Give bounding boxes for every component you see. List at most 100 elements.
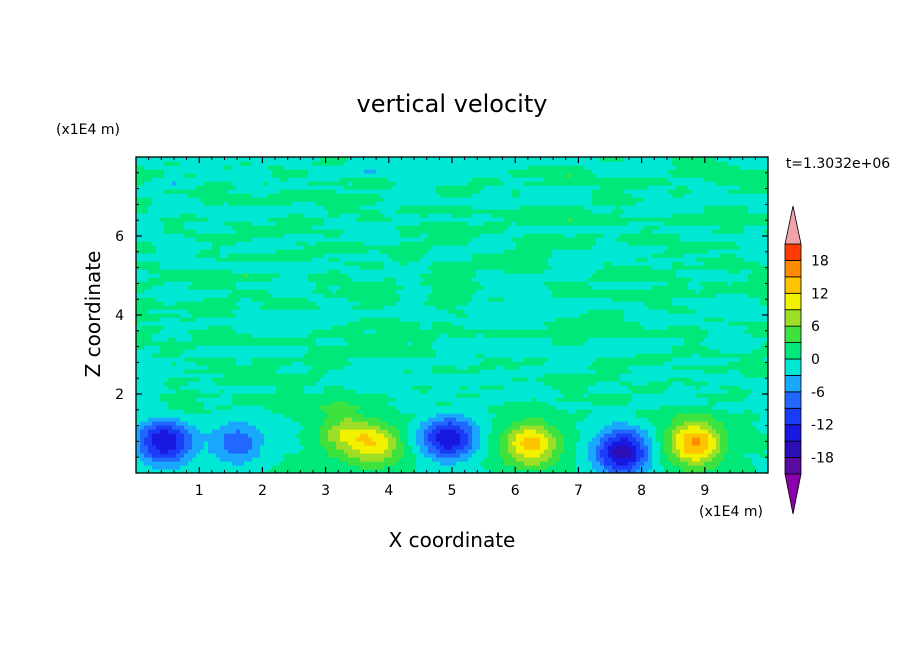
- field-cell: [208, 357, 213, 362]
- field-cell: [256, 365, 261, 370]
- field-cell: [532, 441, 537, 446]
- field-cell: [384, 441, 389, 446]
- field-cell: [588, 405, 593, 410]
- field-cell: [292, 469, 297, 473]
- field-cell: [760, 441, 765, 446]
- field-cell: [140, 445, 145, 450]
- field-cell: [380, 433, 385, 438]
- field-cell: [468, 369, 473, 374]
- field-cell: [708, 445, 713, 450]
- field-cell: [268, 465, 273, 470]
- field-cell: [180, 389, 185, 394]
- field-cell: [148, 453, 153, 458]
- field-cell: [272, 465, 277, 470]
- field-cell: [728, 389, 733, 394]
- field-cell: [420, 349, 425, 354]
- field-cell: [424, 361, 429, 366]
- field-cell: [504, 453, 509, 458]
- field-cell: [628, 393, 633, 398]
- field-cell: [472, 449, 477, 454]
- field-cell: [716, 405, 721, 410]
- field-cell: [556, 353, 561, 358]
- field-cell: [632, 409, 637, 414]
- field-cell: [676, 437, 681, 442]
- field-cell: [356, 361, 361, 366]
- field-cell: [628, 457, 633, 462]
- field-cell: [304, 413, 309, 418]
- field-cell: [728, 433, 733, 438]
- field-cell: [176, 405, 181, 410]
- field-cell: [480, 445, 485, 450]
- field-cell: [556, 349, 561, 354]
- field-cell: [296, 449, 301, 454]
- field-cell: [724, 453, 729, 458]
- field-cell: [372, 393, 377, 398]
- field-cell: [456, 357, 461, 362]
- field-cell: [732, 429, 737, 434]
- field-cell: [152, 461, 157, 466]
- field-cell: [564, 385, 569, 390]
- field-cell: [688, 389, 693, 394]
- field-cell: [180, 345, 185, 350]
- field-cell: [360, 429, 365, 434]
- field-cell: [292, 373, 297, 378]
- field-cell: [264, 457, 269, 462]
- field-cell: [312, 413, 317, 418]
- field-cell: [708, 389, 713, 394]
- field-cell: [236, 465, 241, 470]
- field-cell: [400, 413, 405, 418]
- field-cell: [324, 349, 329, 354]
- field-cell: [640, 361, 645, 366]
- field-cell: [356, 405, 361, 410]
- field-cell: [320, 393, 325, 398]
- field-cell: [180, 413, 185, 418]
- field-cell: [288, 397, 293, 402]
- field-cell: [512, 457, 517, 462]
- field-cell: [320, 365, 325, 370]
- field-cell: [540, 449, 545, 454]
- field-cell: [404, 409, 409, 414]
- field-cell: [540, 429, 545, 434]
- field-cell: [148, 417, 153, 422]
- field-cell: [456, 393, 461, 398]
- field-cell: [160, 393, 165, 398]
- field-cell: [204, 449, 209, 454]
- field-cell: [412, 349, 417, 354]
- field-cell: [532, 373, 537, 378]
- field-cell: [592, 457, 597, 462]
- field-cell: [552, 373, 557, 378]
- field-cell: [256, 345, 261, 350]
- field-cell: [268, 349, 273, 354]
- field-cell: [380, 393, 385, 398]
- field-cell: [720, 381, 725, 386]
- field-cell: [540, 393, 545, 398]
- field-cell: [712, 361, 717, 366]
- field-cell: [396, 457, 401, 462]
- field-cell: [744, 429, 749, 434]
- field-cell: [552, 357, 557, 362]
- field-cell: [604, 397, 609, 402]
- field-cell: [660, 373, 665, 378]
- field-cell: [404, 433, 409, 438]
- field-cell: [152, 365, 157, 370]
- field-cell: [280, 457, 285, 462]
- field-cell: [196, 445, 201, 450]
- field-cell: [596, 409, 601, 414]
- field-cell: [480, 389, 485, 394]
- field-cell: [296, 453, 301, 458]
- field-cell: [632, 421, 637, 426]
- field-cell: [136, 445, 141, 450]
- field-cell: [620, 469, 625, 473]
- field-cell: [272, 401, 277, 406]
- field-cell: [292, 349, 297, 354]
- field-cell: [684, 457, 689, 462]
- field-cell: [492, 461, 497, 466]
- field-cell: [140, 429, 145, 434]
- field-cell: [644, 401, 649, 406]
- field-cell: [672, 413, 677, 418]
- field-cell: [608, 449, 613, 454]
- field-cell: [376, 381, 381, 386]
- field-cell: [468, 421, 473, 426]
- field-cell: [656, 453, 661, 458]
- field-cell: [236, 421, 241, 426]
